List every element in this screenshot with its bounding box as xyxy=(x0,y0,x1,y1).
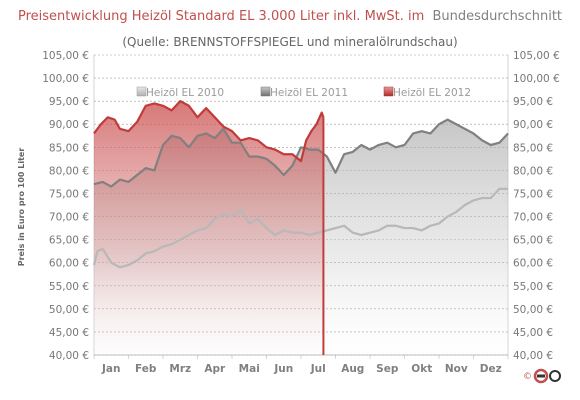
series-line-heizöl-el-2010 xyxy=(92,187,508,269)
y-tick-right-8: 80,00 € xyxy=(513,165,553,177)
legend-label-2012: Heizöl EL 2012 xyxy=(393,87,471,99)
month-label-mrz: Mrz xyxy=(169,363,191,375)
y-tick-right-6: 70,00 € xyxy=(513,212,553,224)
month-label-aug: Aug xyxy=(341,363,364,375)
brand-logo: © xyxy=(523,368,561,384)
y-tick-right-9: 85,00 € xyxy=(513,142,553,154)
month-label-sep: Sep xyxy=(376,363,399,375)
y-tick-right-2: 50,00 € xyxy=(513,304,553,316)
chart-title-main: Preisentwicklung Heizöl Standard EL 3.00… xyxy=(18,9,424,24)
legend-swatch-2010 xyxy=(136,86,147,97)
y-tick-right-7: 75,00 € xyxy=(513,188,553,200)
x-ticks: Jan Feb Mrz Apr Mai Jun Jul Aug Sep Okt Nov Dez xyxy=(101,363,502,375)
month-label-jul: Jul xyxy=(310,363,326,375)
y-tick-right-0: 40,00 € xyxy=(513,350,553,362)
legend: Heizöl EL 2010 Heizöl EL 2011 Heizöl EL … xyxy=(136,86,471,99)
y-tick-right-12: 100,00 € xyxy=(513,73,560,85)
y-ticks-left: 40,00 € 45,00 € 50,00 € 55,00 € 60,00 € 65,00… xyxy=(42,50,89,362)
y-tick-right-13: 105,00 € xyxy=(513,50,560,62)
month-label-apr: Apr xyxy=(204,363,226,375)
area-2012 xyxy=(94,101,324,356)
month-label-feb: Feb xyxy=(135,363,157,375)
svg-text:©: © xyxy=(523,372,532,382)
y-axis-label: Preis in Euro pro 100 Liter xyxy=(17,148,26,267)
y-tick-left-7: 75,00 € xyxy=(49,188,89,200)
legend-swatch-2012 xyxy=(383,86,394,97)
series-areas xyxy=(94,101,508,356)
month-label-mai: Mai xyxy=(239,363,260,375)
y-tick-left-4: 60,00 € xyxy=(49,258,89,270)
y-tick-left-9: 85,00 € xyxy=(49,142,89,154)
y-tick-right-5: 65,00 € xyxy=(513,235,553,247)
series-line-heizöl-el-2012 xyxy=(93,100,325,163)
y-tick-right-3: 55,00 € xyxy=(513,281,553,293)
legend-label-2011: Heizöl EL 2011 xyxy=(270,87,348,99)
chart-title-region: Bundesdurchschnitt xyxy=(432,9,562,24)
legend-label-2010: Heizöl EL 2010 xyxy=(146,87,224,99)
series-line-heizöl-el-2011 xyxy=(93,118,509,188)
y-tick-right-10: 90,00 € xyxy=(513,119,553,131)
y-tick-left-5: 65,00 € xyxy=(49,235,89,247)
y-tick-right-4: 60,00 € xyxy=(513,258,553,270)
y-ticks-right: 40,00 € 45,00 € 50,00 € 55,00 € 60,00 € 65,00… xyxy=(513,50,560,362)
y-tick-right-1: 45,00 € xyxy=(513,327,553,339)
chart-title: Preisentwicklung Heizöl Standard EL 3.00… xyxy=(18,9,562,24)
y-tick-left-3: 55,00 € xyxy=(49,281,89,293)
legend-swatch-2011 xyxy=(260,86,271,97)
y-tick-left-2: 50,00 € xyxy=(49,304,89,316)
y-tick-left-0: 40,00 € xyxy=(49,350,89,362)
month-label-jan: Jan xyxy=(101,363,120,375)
y-tick-left-6: 70,00 € xyxy=(49,212,89,224)
y-tick-left-8: 80,00 € xyxy=(49,165,89,177)
month-label-dez: Dez xyxy=(480,363,502,375)
chart-subtitle: (Quelle: BRENNSTOFFSPIEGEL und mineralöl… xyxy=(122,35,457,49)
y-tick-left-13: 105,00 € xyxy=(42,50,89,62)
month-label-nov: Nov xyxy=(445,363,468,375)
month-label-okt: Okt xyxy=(411,363,432,375)
y-tick-right-11: 95,00 € xyxy=(513,96,553,108)
series-lines xyxy=(92,100,509,269)
month-label-jun: Jun xyxy=(273,363,293,375)
y-tick-left-1: 45,00 € xyxy=(49,327,89,339)
y-tick-left-10: 90,00 € xyxy=(49,119,89,131)
y-tick-left-12: 100,00 € xyxy=(42,73,89,85)
y-tick-left-11: 95,00 € xyxy=(49,96,89,108)
